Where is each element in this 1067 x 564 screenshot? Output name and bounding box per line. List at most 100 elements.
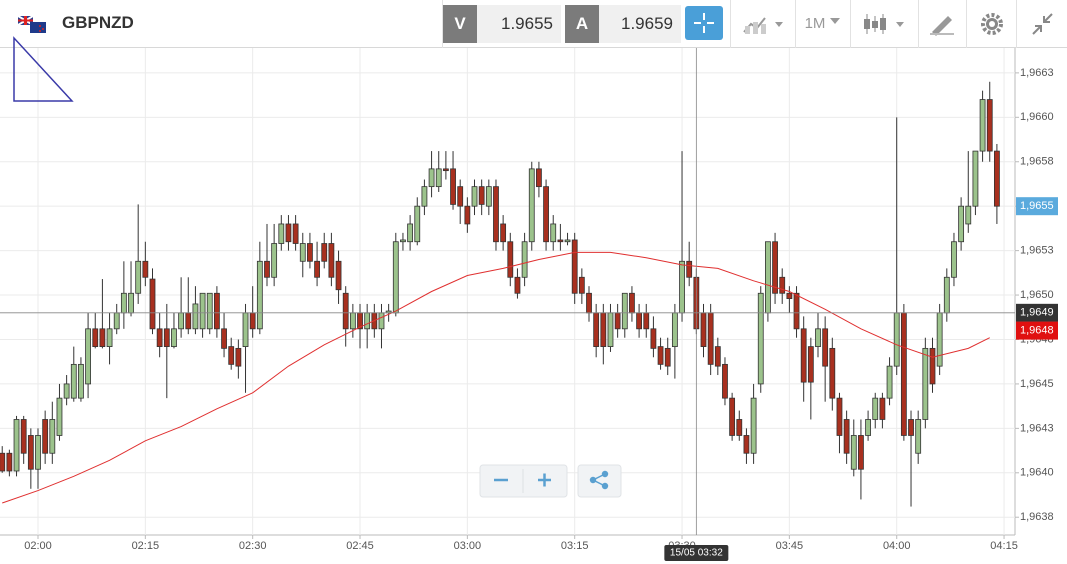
ask-price[interactable]: 1.9659 bbox=[599, 5, 681, 43]
separator bbox=[1016, 0, 1017, 48]
candle-body-down bbox=[786, 292, 793, 300]
draw-tool-button[interactable] bbox=[928, 12, 956, 36]
candle-body-up bbox=[35, 435, 41, 470]
y-tick-label: 1,9660 bbox=[1020, 111, 1054, 123]
candle-body-up bbox=[757, 292, 764, 385]
candle-body-up bbox=[815, 328, 821, 347]
candle-body-up bbox=[56, 397, 63, 436]
flag-icon bbox=[18, 16, 46, 33]
candle-body-down bbox=[500, 223, 507, 243]
candle-body-up bbox=[550, 223, 557, 243]
candle-body-up bbox=[607, 312, 614, 347]
share-button[interactable] bbox=[577, 464, 622, 498]
candle-body-up bbox=[364, 312, 371, 330]
y-tick-label: 1,9653 bbox=[1020, 245, 1054, 257]
candle-body-down bbox=[807, 346, 814, 383]
y-tick-label: 1,9645 bbox=[1020, 378, 1054, 390]
candle-body-down bbox=[993, 150, 1000, 207]
candle-body-down bbox=[6, 452, 13, 472]
candle-body-up bbox=[78, 363, 84, 399]
price-marker-label: 1,9648 bbox=[1020, 325, 1054, 337]
y-tick-label: 1,9663 bbox=[1020, 67, 1054, 79]
candle-body-up bbox=[128, 292, 134, 314]
candle-body-down bbox=[514, 276, 521, 294]
drawn-triangle[interactable] bbox=[13, 36, 74, 102]
timeframe-button[interactable]: 1M bbox=[804, 15, 826, 32]
candle-body-down bbox=[228, 346, 235, 365]
candle-body-down bbox=[650, 328, 657, 349]
candle-body-down bbox=[457, 186, 464, 207]
x-tick-label: 02:30 bbox=[239, 540, 267, 552]
candle-body-down bbox=[779, 276, 786, 294]
separator bbox=[795, 0, 796, 48]
candle-body-down bbox=[321, 243, 328, 262]
candle-body-down bbox=[185, 312, 192, 330]
candle-body-up bbox=[471, 186, 478, 207]
candle-body-down bbox=[929, 347, 936, 385]
candle-body-down bbox=[614, 312, 621, 330]
x-tick-label: 02:15 bbox=[132, 540, 160, 552]
candle-body-up bbox=[120, 292, 127, 314]
candle-body-down bbox=[557, 239, 564, 243]
candle-body-up bbox=[621, 292, 628, 330]
y-tick-label: 1,9640 bbox=[1020, 467, 1054, 479]
bid-price[interactable]: 1.9655 bbox=[477, 5, 561, 43]
candle-body-down bbox=[600, 312, 607, 347]
candle-body-up bbox=[936, 312, 943, 367]
candle-body-up bbox=[872, 397, 879, 420]
candle-body-down bbox=[571, 239, 578, 294]
zoom-controls bbox=[479, 464, 622, 498]
candle-body-up bbox=[521, 241, 528, 278]
candle-body-down bbox=[464, 205, 471, 225]
share-icon[interactable] bbox=[589, 470, 609, 490]
dropdown-arrow[interactable] bbox=[828, 16, 842, 26]
candle-body-up bbox=[972, 150, 979, 207]
settings-button[interactable] bbox=[979, 12, 1005, 38]
bid-label[interactable]: V bbox=[443, 5, 477, 43]
candle-body-up bbox=[299, 243, 306, 262]
candle-type-button[interactable] bbox=[862, 12, 908, 36]
candle-body-up bbox=[278, 223, 285, 244]
candle-body-down bbox=[235, 347, 242, 367]
candle-body-down bbox=[593, 312, 600, 347]
candle-body-up bbox=[256, 260, 263, 330]
candle-body-up bbox=[979, 99, 986, 152]
candle-body-down bbox=[736, 419, 743, 436]
candle-body-down bbox=[163, 328, 170, 347]
candle-body-down bbox=[342, 292, 349, 330]
candle-body-down bbox=[822, 328, 829, 367]
candle-body-down bbox=[27, 435, 34, 470]
ask-label[interactable]: A bbox=[565, 5, 599, 43]
candle-body-down bbox=[586, 292, 592, 314]
chart-type-button[interactable] bbox=[742, 12, 788, 36]
x-tick-label: 02:45 bbox=[346, 540, 374, 552]
candle-body-up bbox=[943, 276, 950, 314]
candle-body-down bbox=[249, 312, 256, 330]
candle-body-up bbox=[886, 365, 893, 399]
separator bbox=[730, 0, 731, 48]
separator bbox=[850, 0, 851, 48]
candle-body-up bbox=[679, 260, 685, 314]
candle-body-down bbox=[478, 186, 485, 205]
candle-body-down bbox=[793, 292, 800, 330]
crosshair-time-label: 15/05 03:32 bbox=[670, 548, 723, 559]
candle-body-down bbox=[772, 241, 778, 294]
candle-body-down bbox=[636, 312, 642, 330]
candle-body-down bbox=[729, 397, 736, 436]
candle-body-up bbox=[199, 292, 206, 330]
candle-body-down bbox=[314, 260, 320, 278]
x-tick-label: 03:45 bbox=[776, 540, 804, 552]
crosshair-time-box bbox=[664, 545, 729, 561]
collapse-button[interactable] bbox=[1030, 12, 1056, 38]
y-tick-label: 1,9638 bbox=[1020, 511, 1054, 523]
price-marker-box bbox=[1016, 321, 1058, 340]
candle-body-up bbox=[750, 397, 757, 454]
candle-body-down bbox=[843, 419, 850, 454]
candle-body-up bbox=[63, 383, 70, 399]
candle-body-down bbox=[536, 168, 542, 188]
candle-body-up bbox=[70, 363, 77, 399]
candle-body-down bbox=[700, 312, 707, 347]
crosshair-button[interactable] bbox=[685, 6, 723, 40]
candle-body-down bbox=[156, 328, 163, 347]
x-tick-label: 03:15 bbox=[561, 540, 589, 552]
